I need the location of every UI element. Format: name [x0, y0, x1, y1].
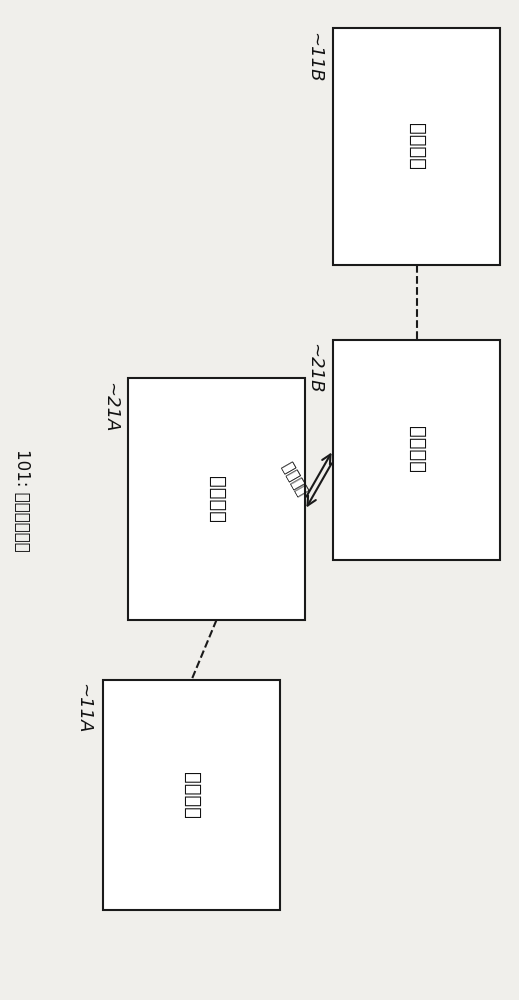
- Bar: [333, 340, 500, 560]
- Bar: [103, 680, 280, 910]
- Text: 通信终端: 通信终端: [207, 476, 226, 522]
- Text: 提示装置: 提示装置: [182, 772, 201, 818]
- Bar: [333, 28, 500, 265]
- Text: 通信终端: 通信终端: [407, 426, 426, 474]
- Text: 短程通信: 短程通信: [279, 459, 310, 498]
- Text: ~21A: ~21A: [101, 382, 119, 432]
- Text: 101: 善举支持系统: 101: 善举支持系统: [13, 449, 31, 551]
- Text: ~11A: ~11A: [74, 683, 92, 734]
- Text: ~11B: ~11B: [305, 32, 323, 83]
- Text: 提示装置: 提示装置: [407, 123, 426, 170]
- Text: ~21B: ~21B: [305, 343, 323, 393]
- Bar: [128, 378, 305, 620]
